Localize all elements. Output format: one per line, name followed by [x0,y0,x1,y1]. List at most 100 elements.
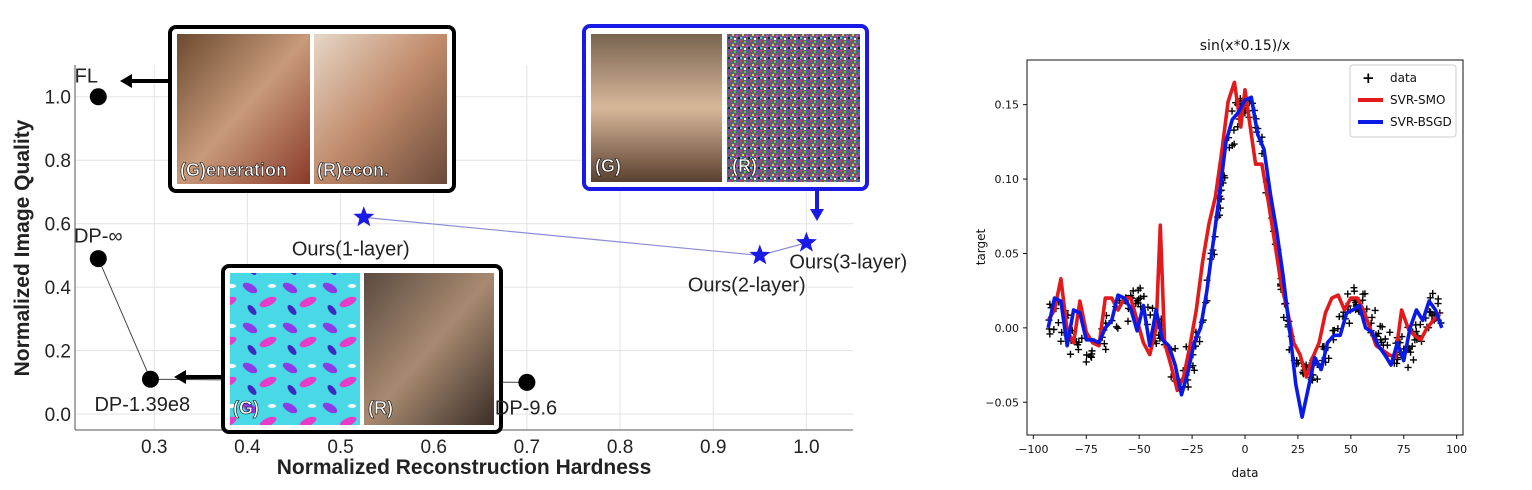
x-axis-label: data [1231,466,1258,480]
x-axis-label: Normalized Reconstruction Hardness [277,456,652,479]
x-tick-label: 0.8 [607,437,633,458]
data-marker [1100,340,1108,348]
star-point-Ours(2-layer) [749,244,771,265]
x-tick-label: 0.5 [327,437,353,458]
data-marker [1383,341,1391,349]
point-label: Ours(1-layer) [292,238,410,260]
x-tick-label: 1.0 [793,437,819,458]
y-tick-labels: 0.0 0.2 0.4 0.6 0.8 1.0 [45,88,72,426]
data-marker [1386,328,1394,336]
data-marker [1171,345,1179,353]
data-marker [1230,140,1238,148]
connector-line [363,216,760,257]
data-marker [1280,313,1288,321]
point-labels: FL DP-∞ DP-1.39e8 DP-9.6 Ours(1-layer) Ours(2… [74,66,907,420]
data-marker [1409,356,1417,364]
connector-line [97,258,151,380]
inset-recon-image [364,273,494,425]
y-tick-label: 0.8 [45,151,71,172]
data-marker [1114,324,1122,332]
point-FL [89,88,107,106]
legend-marker-data: + [1362,69,1375,87]
series-lines [1046,80,1444,419]
data-marker [1404,363,1412,371]
y-tick-label: 0.05 [995,247,1020,260]
legend: + data SVR-SMO SVR-BSGD [1349,64,1457,138]
point-label: Ours(3-layer) [789,252,907,274]
y-tick-label: 0.2 [45,342,71,363]
data-marker [1113,323,1121,331]
y-tick-label: 0.0 [45,405,71,426]
inset-generation-image [230,273,360,425]
y-axis-label: Normalized Image Quality [11,119,34,376]
data-marker [1046,330,1054,338]
data-points [89,88,817,391]
data-marker [1334,325,1342,333]
data-marker [1313,375,1321,383]
point-DP-∞ [89,250,107,268]
inset-generation-image [177,34,310,184]
data-marker [1190,366,1198,374]
data-marker [1359,290,1367,298]
x-tick-label: 0.3 [141,437,167,458]
point-label: DP-1.39e8 [94,394,190,416]
inset-caption-g: (G) [233,398,259,418]
series-line-svr-bsgd [1046,95,1444,419]
point-DP-9.6 [518,373,536,391]
data-marker [1434,300,1442,308]
x-tick-labels: 0.3 0.4 0.5 0.6 0.7 0.8 0.9 1.0 [141,437,820,458]
data-marker [1344,290,1352,298]
inset-caption-g: (G) [595,156,621,176]
inset-caption-r: (R) [732,156,757,176]
x-tick-label: 0.7 [514,437,540,458]
inset-ours: (G) (R) [582,24,869,191]
y-tick-label: 0.15 [995,99,1020,112]
y-axis-label: target [974,228,988,265]
point-label: Ours(2-layer) [688,274,806,296]
legend-label-data: data [1390,71,1417,85]
data-marker [1428,312,1436,320]
data-marker [1330,326,1338,334]
arrow-fl [120,74,168,88]
legend-label-bsgd: SVR-BSGD [1390,115,1452,129]
y-tick-label: 1.0 [45,88,71,109]
data-marker [1368,313,1376,321]
right-chart: sin(x*0.15)/x −100 −75 −50 −25 0 25 50 75 100 −0… [974,38,1467,480]
x-tick-label: −50 [1128,443,1151,456]
inset-caption-r: (R) [368,398,393,418]
data-marker [1429,289,1437,297]
data-marker [1074,346,1082,354]
data-marker [1325,354,1333,362]
data-marker [1087,352,1095,360]
x-tick-label: 50 [1344,443,1358,456]
data-marker [1407,348,1415,356]
inset-generation-image [591,34,722,182]
y-tick-labels: −0.05 0.00 0.05 0.10 0.15 [985,99,1027,409]
y-tick-label: 0.6 [45,215,71,236]
x-tick-label: 75 [1397,443,1411,456]
x-tick-label: −75 [1075,443,1098,456]
data-marker [1066,350,1074,358]
data-marker [1376,322,1384,330]
x-tick-label: 100 [1446,443,1467,456]
inset-dp: (G) (R) [221,264,503,434]
data-marker [1083,351,1091,359]
data-marker [1371,306,1379,314]
left-chart: 0.3 0.4 0.5 0.6 0.7 0.8 0.9 1.0 0.0 0.2 0.4 0.6 0.8… [11,24,907,479]
data-marker [1054,319,1062,327]
inset-fl: (G)eneration (R)econ. [168,25,456,193]
data-marker [1129,287,1137,295]
chart-title: sin(x*0.15)/x [1200,38,1290,54]
y-tick-label: −0.05 [985,396,1019,409]
arrow-dp [174,370,221,384]
data-marker [1124,317,1132,325]
x-tick-label: 0.6 [421,437,447,458]
data-marker [1228,107,1236,115]
x-tick-label: −25 [1180,443,1203,456]
x-tick-labels: −100 −75 −50 −25 0 25 50 75 100 [1018,435,1467,456]
legend-box [1349,64,1457,138]
x-tick-label: 0.4 [234,437,261,458]
point-label: DP-∞ [74,226,123,248]
inset-recon-image [314,34,447,184]
point-label: FL [75,66,98,88]
